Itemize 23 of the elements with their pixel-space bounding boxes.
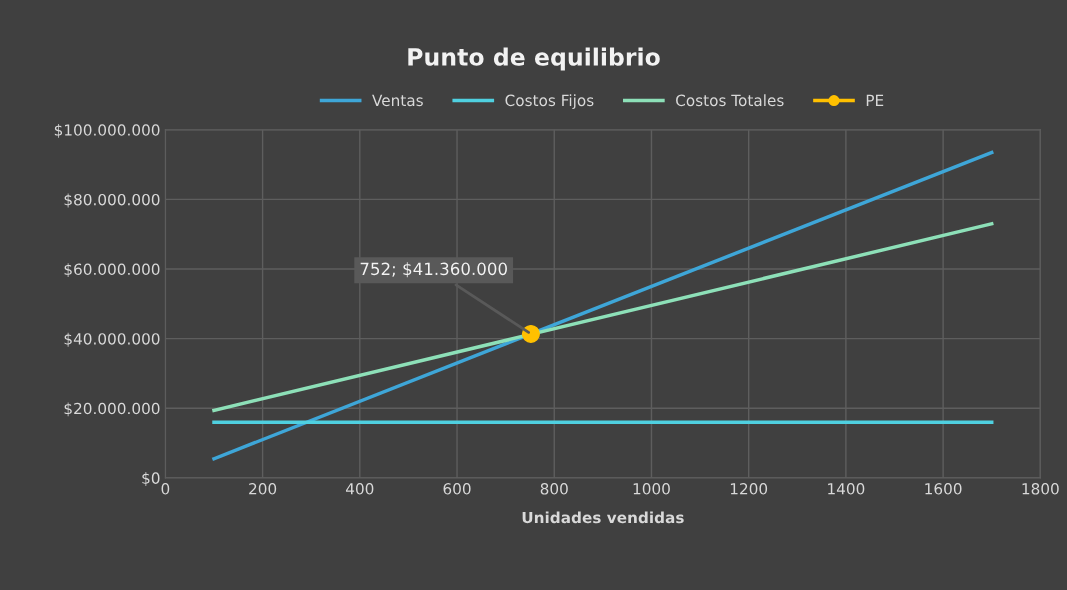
x-tick-label: 0	[161, 483, 170, 495]
legend-label: Costos Fijos	[505, 94, 594, 110]
x-tick-label: 1200	[730, 483, 768, 495]
legend-label: PE	[866, 94, 884, 106]
x-tick-label: 600	[443, 483, 471, 495]
y-tick-label: $100.000.000	[54, 124, 160, 138]
x-tick-label: 200	[249, 483, 277, 495]
x-tick-label: 1800	[1022, 483, 1059, 495]
x-tick-label: 400	[345, 483, 374, 495]
y-tick-label: $80.000.000	[64, 193, 160, 208]
y-tick-label: $0	[142, 472, 160, 486]
x-tick-label: 1400	[828, 483, 865, 495]
x-tick-label: 1600	[925, 483, 962, 495]
y-tick-label: $40.000.000	[64, 332, 160, 347]
legend-label: Costos Totales	[676, 94, 784, 107]
x-tick-label: 800	[540, 483, 568, 495]
legend-label: Ventas	[372, 94, 423, 107]
annotation: 752; $41.360.000	[360, 262, 507, 278]
chart-title: Punto de equilibrio	[408, 47, 660, 71]
y-tick-label: $20.000.000	[64, 402, 160, 417]
x-tick-label: 1000	[633, 483, 670, 495]
x-axis-title: Unidades vendidas	[522, 511, 684, 524]
y-tick-label: $60.000.000	[64, 263, 160, 278]
